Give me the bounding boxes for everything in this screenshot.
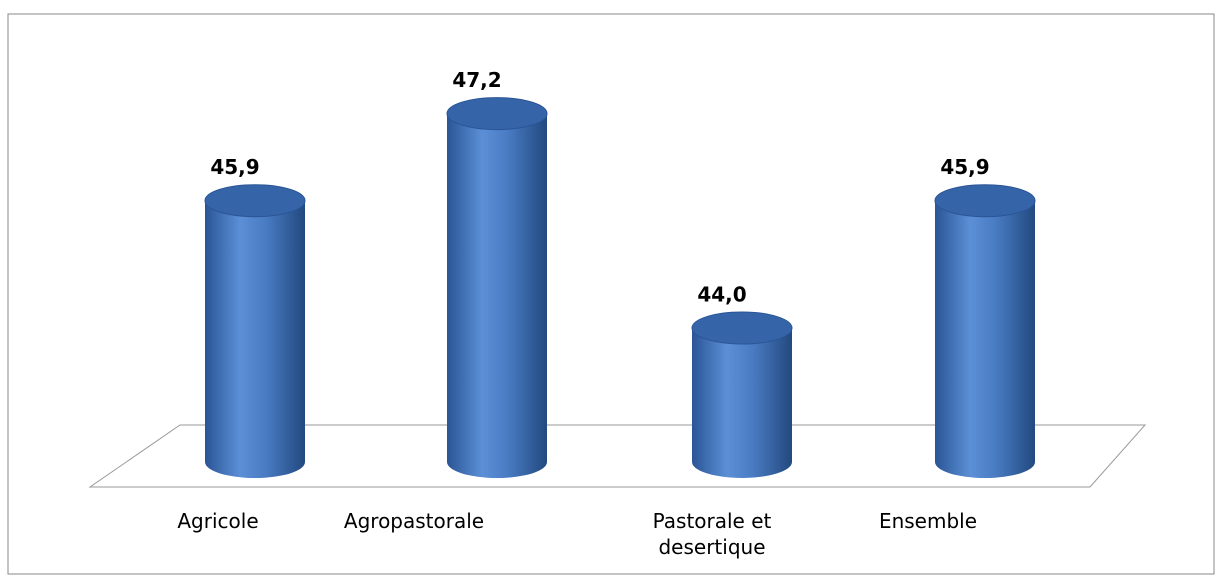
x-tick-label: Agricole (177, 509, 259, 533)
cylinder-body (447, 113, 547, 478)
value-label: 47,2 (452, 68, 501, 92)
value-label: 45,9 (940, 155, 989, 179)
cylinder-top (934, 184, 1036, 218)
cylinder-body (692, 328, 792, 478)
cylinder-body (205, 200, 305, 478)
cylinder-body (935, 200, 1035, 478)
x-tick-label: Pastorale et desertique (652, 509, 772, 559)
cylinder-top (691, 311, 793, 345)
floor (88, 424, 1147, 488)
x-tick-label: Agropastorale (343, 509, 485, 533)
value-label: 45,9 (210, 155, 259, 179)
value-label: 44,0 (697, 283, 746, 307)
cylinder-top (446, 97, 548, 131)
x-tick-label: Ensemble (878, 509, 978, 533)
cylinder-top (204, 184, 306, 218)
